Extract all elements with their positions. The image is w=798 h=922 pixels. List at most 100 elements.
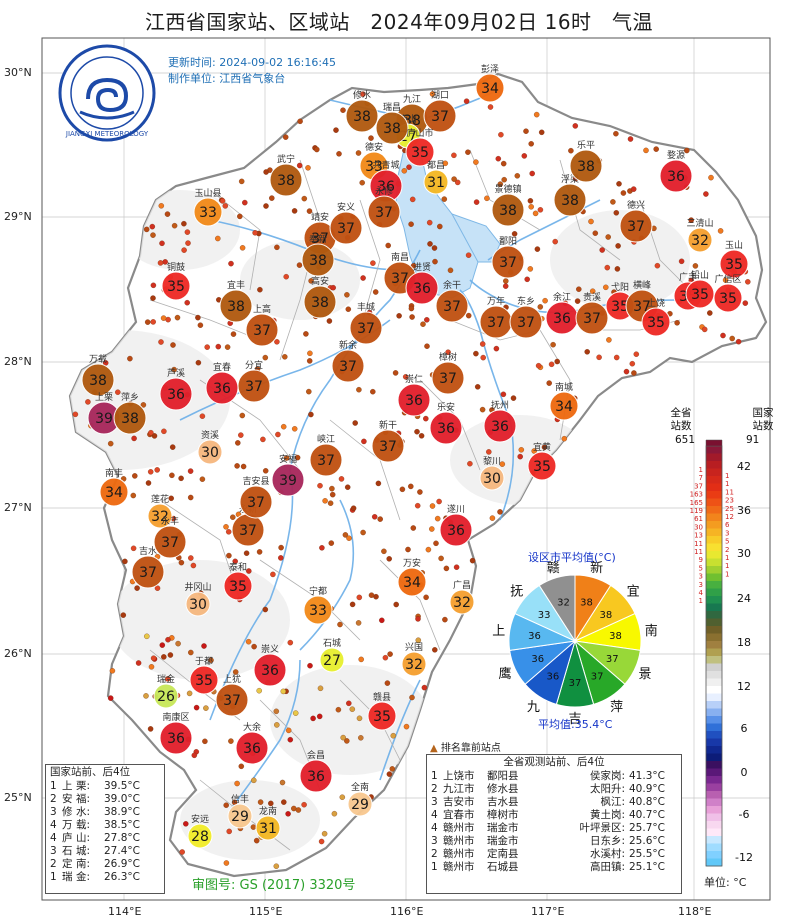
colorbar-count-all: 30 — [694, 523, 703, 531]
colorbar-cell — [706, 453, 722, 462]
colorbar-cell — [706, 603, 722, 612]
station-dot — [317, 685, 324, 692]
pie-city-label: 抚 — [510, 585, 523, 600]
station-dot — [203, 705, 209, 711]
station-dot — [538, 129, 545, 136]
station-dot — [523, 128, 529, 134]
station-name: 乐平 — [577, 139, 595, 151]
station-dot — [445, 349, 451, 355]
station-name: 广信区 — [714, 273, 741, 285]
station-dot — [306, 388, 312, 395]
station-dot — [350, 505, 357, 511]
station-dot — [260, 436, 266, 443]
station-name: 东乡 — [517, 295, 535, 307]
station-dot — [134, 585, 140, 591]
station-dot — [474, 384, 481, 390]
station-dot — [568, 147, 574, 154]
colorbar-cell — [706, 678, 722, 687]
station-bubble: 29 信丰 — [227, 793, 253, 829]
station-dot — [599, 247, 605, 253]
station-dot — [147, 726, 154, 732]
station-dot — [269, 195, 275, 201]
station-dot — [165, 636, 171, 643]
pie-city-label: 九 — [527, 700, 540, 715]
colorbar-cell — [706, 791, 722, 799]
station-dot — [107, 695, 114, 701]
station-name: 新余 — [339, 339, 357, 351]
colorbar-tick: 30 — [737, 547, 751, 560]
station-dot — [170, 342, 176, 348]
station-dot — [415, 637, 422, 643]
station-bubble: 37 峡江 — [309, 433, 343, 477]
station-dot — [150, 232, 156, 238]
station-dot — [409, 694, 415, 701]
station-dot — [308, 278, 314, 284]
colorbar-cell — [706, 498, 722, 507]
pie-city-label: 新 — [590, 560, 603, 576]
pie-city-label: 吉 — [568, 712, 581, 727]
station-dot — [164, 211, 171, 217]
national-ranking-row: 2 安福: 39.0°C — [50, 793, 140, 805]
station-bubble: 34 南城 — [549, 381, 579, 421]
station-dot — [605, 234, 611, 240]
pie-value: 38 — [580, 598, 593, 609]
station-value: 35 — [533, 459, 551, 475]
station-dot — [318, 838, 325, 845]
station-bubble: 39 安福 — [271, 453, 305, 497]
station-name: 玉山 — [725, 240, 743, 251]
station-dot — [270, 571, 276, 578]
station-dot — [708, 174, 714, 181]
station-value: 37 — [139, 565, 157, 581]
station-dot — [280, 423, 287, 430]
station-dot — [465, 149, 471, 155]
station-dot — [329, 491, 336, 498]
station-value: 36 — [213, 381, 231, 397]
station-dot — [226, 552, 232, 559]
station-dot — [150, 319, 156, 325]
station-dot — [297, 118, 303, 125]
station-dot — [130, 492, 137, 499]
station-bubble: 37 樟树 — [431, 351, 465, 395]
station-dot — [326, 318, 333, 324]
station-name: 新干 — [379, 419, 397, 431]
station-dot — [421, 684, 428, 691]
station-dot — [240, 463, 247, 470]
colorbar-cell — [706, 656, 722, 664]
station-dot — [487, 104, 494, 110]
station-dot — [429, 503, 436, 509]
station-bubble: 38 万载 — [81, 353, 115, 397]
colorbar-cell — [706, 536, 722, 544]
station-dot — [199, 476, 206, 482]
station-name: 上饶 — [647, 297, 665, 309]
colorbar-cell — [706, 761, 722, 769]
pie-value: 37 — [591, 671, 604, 682]
map-title: 江西省国家站、区域站 2024年09月02日 16时 气温 — [144, 10, 654, 34]
station-value: 30 — [189, 597, 207, 613]
station-value: 35 — [647, 315, 665, 331]
station-dot — [188, 649, 194, 656]
station-dot — [287, 639, 294, 646]
station-dot — [107, 440, 114, 447]
province-ranking-row: 2 赣州市 定南县 水溪村: 25.5°C — [431, 848, 665, 860]
lon-label: 114°E — [108, 905, 142, 918]
station-bubble: 36 婺源 — [659, 150, 693, 193]
station-dot — [745, 279, 751, 285]
station-dot — [389, 766, 396, 772]
station-dot — [278, 544, 284, 551]
station-dot — [160, 315, 167, 321]
station-name: 萍乡 — [121, 392, 139, 403]
station-dot — [204, 344, 210, 350]
station-dot — [402, 374, 409, 380]
station-dot — [226, 828, 232, 835]
station-dot — [469, 557, 476, 564]
station-dot — [360, 91, 366, 97]
station-dot — [678, 258, 685, 265]
station-value: 37 — [239, 523, 257, 539]
station-bubble: 38 萍乡 — [113, 392, 147, 435]
station-name: 全南 — [351, 781, 369, 793]
station-dot — [291, 805, 297, 812]
station-dot — [527, 266, 534, 272]
station-dot — [588, 218, 594, 225]
colorbar-cell — [706, 821, 722, 829]
province-ranking-box: 全省观测站前、后4位 1 上饶市 鄱阳县 侯家岗: 41.3°C 2 九江市 修水县 太阳升: 4… — [426, 754, 682, 894]
